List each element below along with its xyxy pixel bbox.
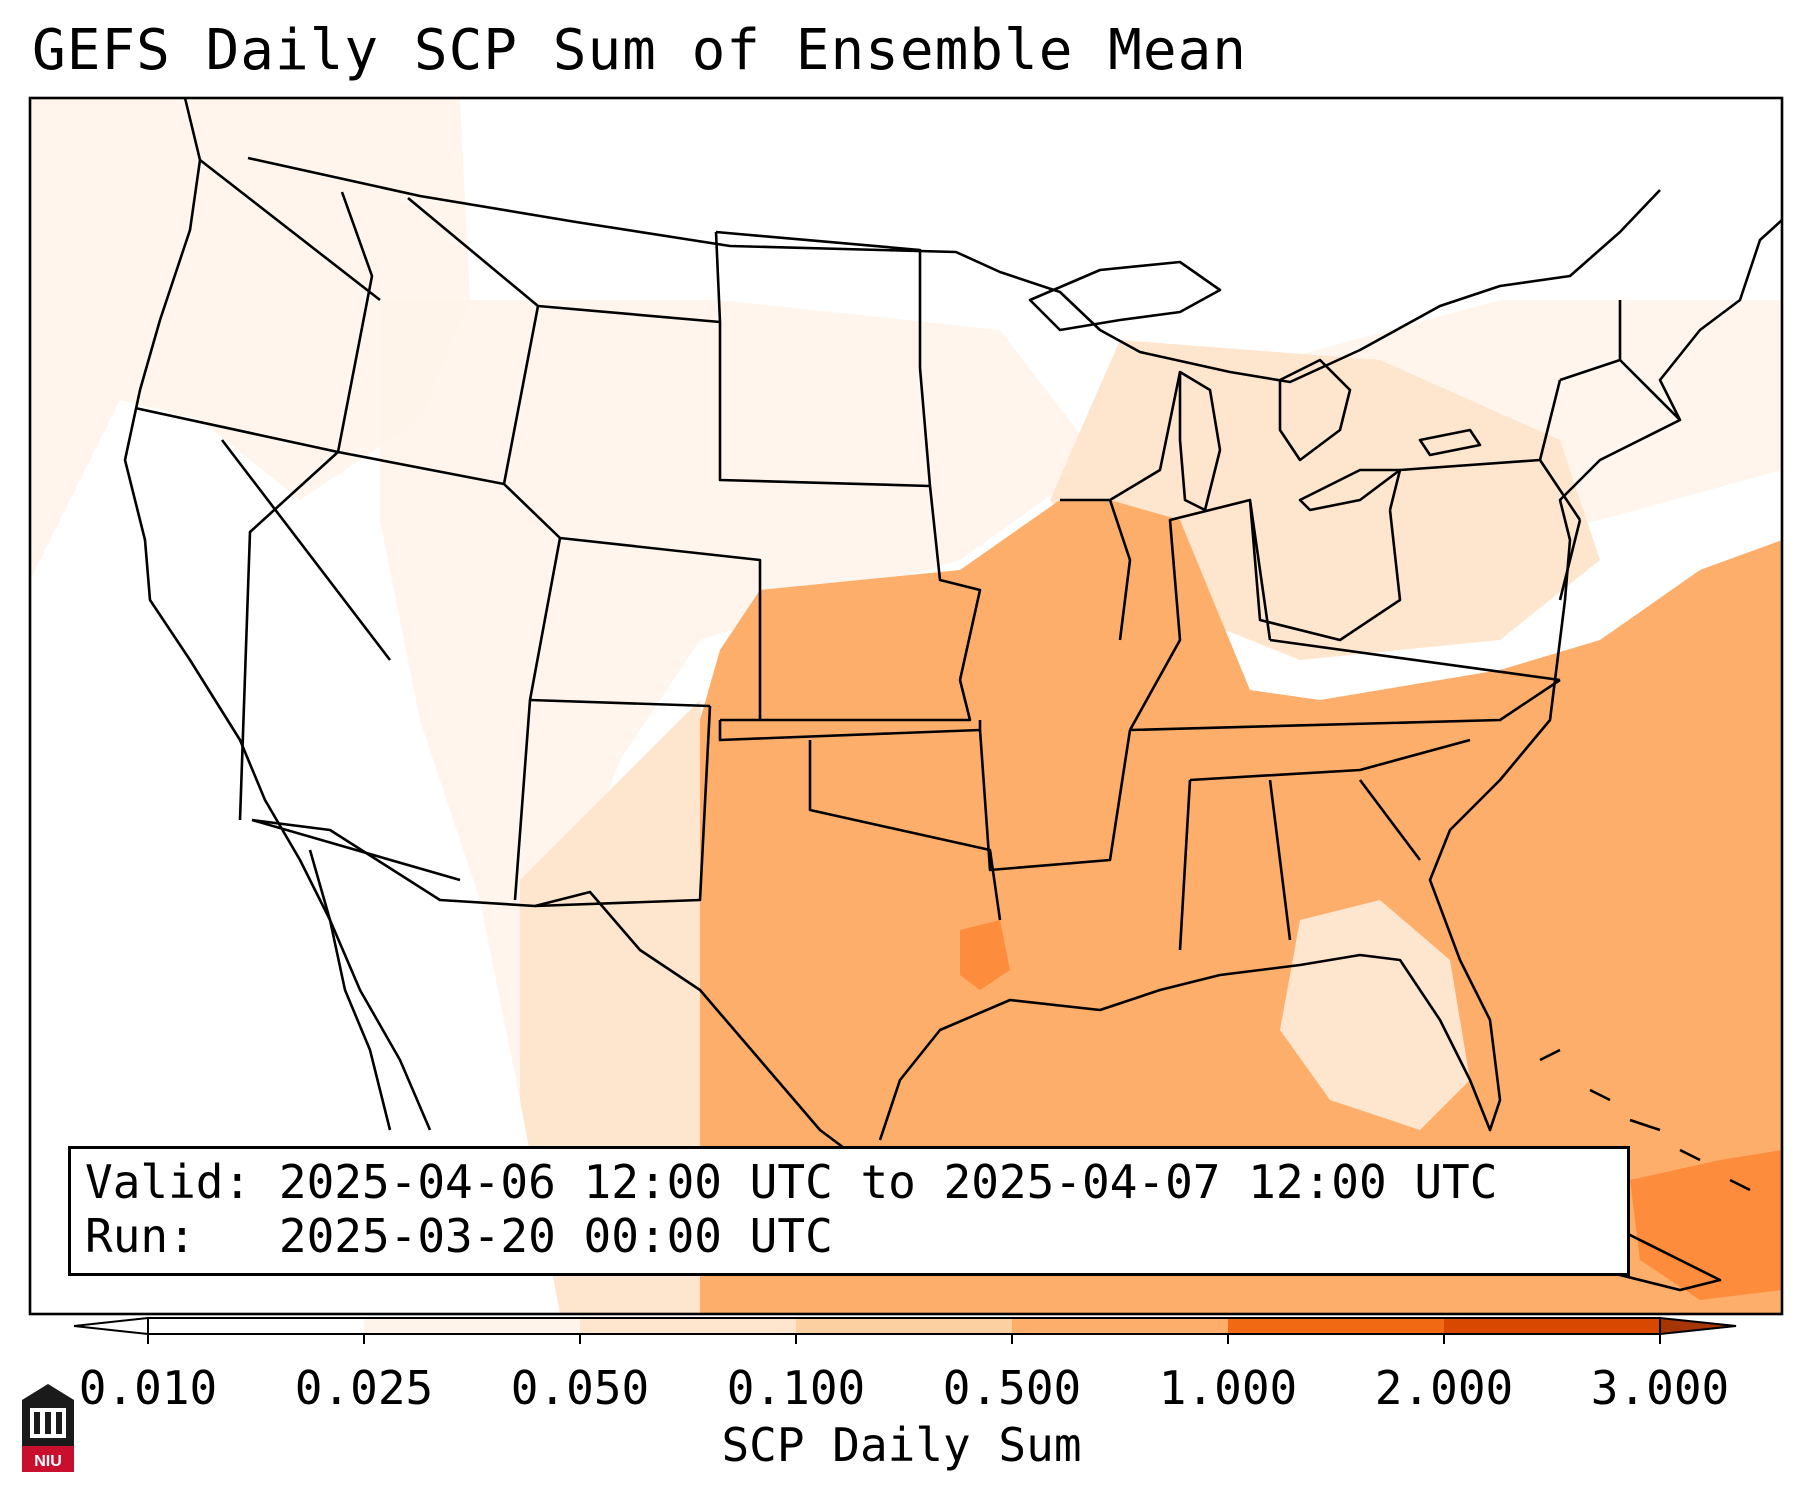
baja-coastline	[308, 849, 432, 1131]
colorbar-bin	[1012, 1318, 1228, 1334]
colorbar-tick-label: 2.000	[1375, 1361, 1513, 1415]
run-value: 2025-03-20 00:00 UTC	[278, 1209, 833, 1263]
map-boundaries	[123, 98, 1782, 1292]
valid-value: 2025-04-06 12:00 UTC to 2025-04-07 12:00…	[278, 1155, 1498, 1209]
scp-area-florida-lighter	[1280, 900, 1470, 1130]
gulf-coastline	[878, 953, 1502, 1141]
colorbar-extend-high	[1659, 1316, 1737, 1336]
valid-label: Valid:	[85, 1155, 252, 1209]
colorbar-tick-label: 0.025	[295, 1361, 433, 1415]
valid-run-info-box: Valid: 2025-04-06 12:00 UTC to 2025-04-0…	[68, 1146, 1630, 1276]
east-coastline	[1428, 219, 1782, 961]
map-frame	[28, 96, 1784, 1316]
colorbar-outline	[147, 1317, 1661, 1335]
scp-area-main	[700, 500, 1782, 1314]
niu-logo-text: NIU	[34, 1453, 62, 1470]
bahamas-islands	[1539, 1048, 1751, 1192]
colorbar-bin	[1444, 1318, 1660, 1334]
run-label: Run:	[85, 1209, 196, 1263]
us-canada-border	[247, 156, 1661, 384]
mexico-border	[251, 818, 861, 1162]
colorbar-bin	[148, 1318, 364, 1334]
lake-huron	[1278, 358, 1352, 462]
colorbar-tick-label: 0.050	[511, 1361, 649, 1415]
colorbar-tick-label: 3.000	[1591, 1361, 1729, 1415]
lake-erie	[1298, 468, 1402, 512]
lake-ontario	[1418, 428, 1482, 457]
niu-tower-logo-icon: NIU	[22, 1384, 74, 1472]
colorbar-extend-low	[73, 1316, 149, 1336]
lake-superior	[1028, 260, 1222, 332]
colorbar-tick-label: 0.010	[79, 1361, 217, 1415]
colorbar-bin	[580, 1318, 796, 1334]
state-lines	[134, 158, 1681, 951]
colorbar-label: SCP Daily Sum	[721, 1418, 1082, 1472]
colorbar-bin	[796, 1318, 1012, 1334]
scp-field	[30, 98, 1782, 1314]
colorbar-tick-label: 1.000	[1159, 1361, 1297, 1415]
colorbar-bin	[1228, 1318, 1444, 1334]
lake-michigan	[1178, 370, 1222, 512]
scp-area-northwest	[30, 98, 470, 580]
map-title: GEFS Daily SCP Sum of Ensemble Mean	[32, 18, 1248, 83]
scp-area-louisiana-high	[960, 920, 1010, 990]
west-coastline	[123, 98, 392, 1131]
colorbar-bin	[364, 1318, 580, 1334]
colorbar: 0.010 0.025 0.050 0.100 0.500 1.000 2.00…	[73, 1316, 1737, 1415]
colorbar-tick-label: 0.100	[727, 1361, 865, 1415]
colorbar-tick-label: 0.500	[943, 1361, 1081, 1415]
